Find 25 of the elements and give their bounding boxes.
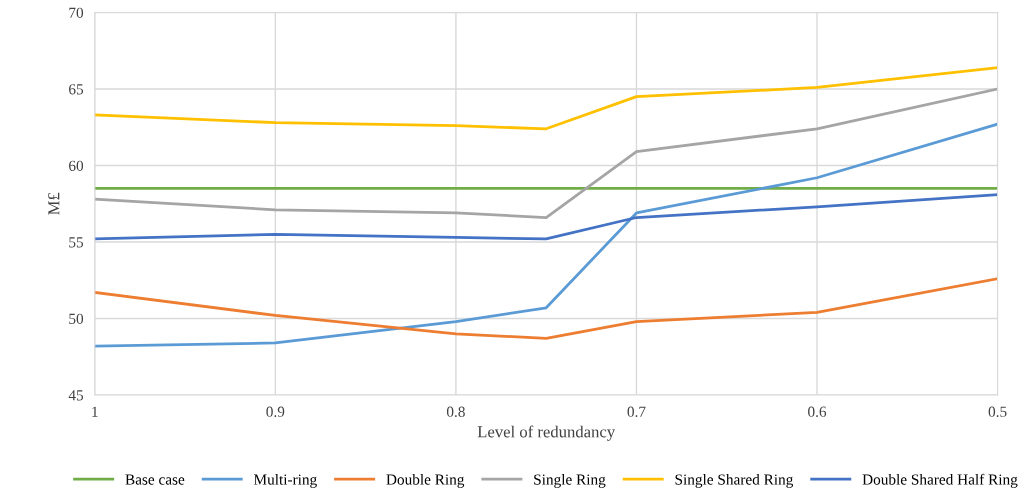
x-tick-label: 0.7 [627,406,646,417]
x-axis-title: Level of redundancy [477,425,616,441]
line-series [94,193,998,241]
legend-label: Single Shared Ring [675,473,794,488]
x-tick-label: 0.6 [808,406,827,417]
line-series [94,277,998,340]
y-tick-label: 70 [69,7,84,18]
line-series [94,122,998,348]
x-tick-label: 0.5 [988,406,1007,417]
legend-label: Single Ring [534,473,606,488]
legend-label: Double Shared Half Ring [862,473,1018,488]
legend-label: Multi-ring [253,473,317,488]
legend-label: Double Ring [386,473,465,488]
line-series [94,66,998,131]
legend-label: Base case [125,474,185,485]
y-tick-label: 45 [68,390,84,401]
y-tick-label: 60 [69,160,84,171]
y-tick-label: 50 [69,313,84,324]
y-axis-title: M£ [48,192,60,215]
x-tick-label: 0.8 [446,406,465,417]
y-tick-label: 55 [69,237,84,248]
x-tick-label: 0.9 [266,406,285,417]
x-tick-label: 1 [92,406,98,417]
line-series [94,87,998,219]
y-tick-label: 65 [69,84,84,95]
